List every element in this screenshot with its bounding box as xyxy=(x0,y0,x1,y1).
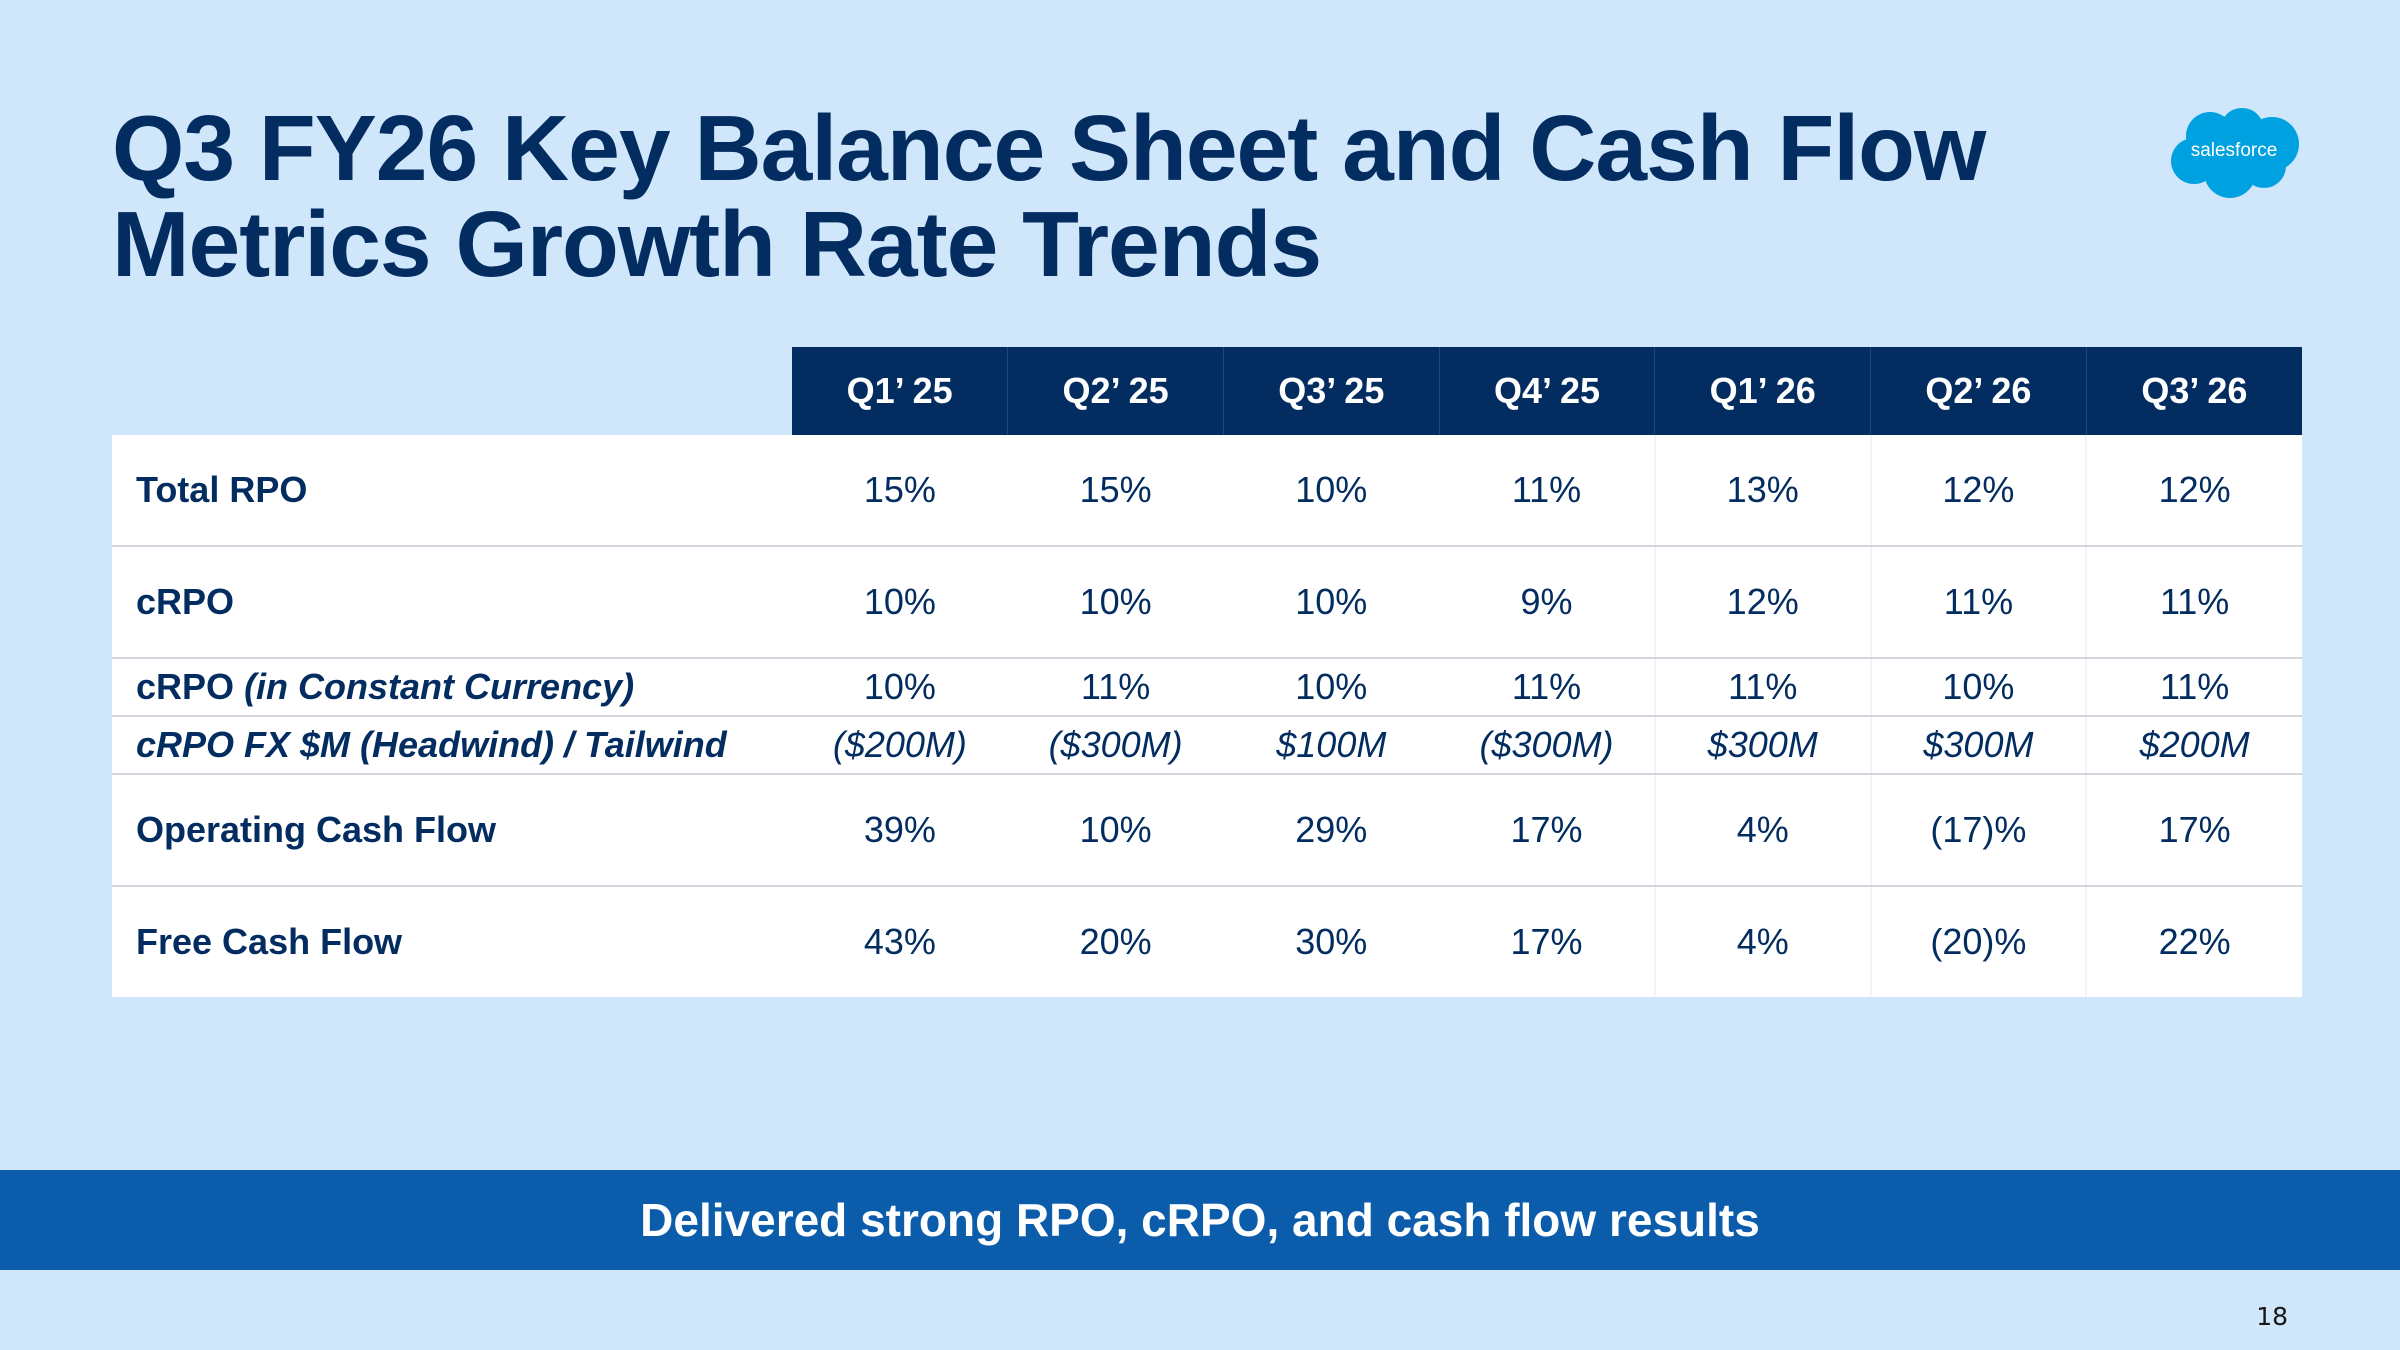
table-cell: 15% xyxy=(1007,435,1224,547)
table-row-operating-cash-flow: Operating Cash Flow 39% 10% 29% 17% 4% (… xyxy=(112,774,2302,887)
table-row-crpo: cRPO 10% 10% 10% 9% 12% 11% 11% xyxy=(112,546,2302,659)
table-cell: 4% xyxy=(1653,774,1871,887)
slide-title-line-1: Q3 FY26 Key Balance Sheet and Cash Flow xyxy=(112,96,1986,200)
table-cell: 43% xyxy=(792,886,1008,997)
table-cell: $300M xyxy=(1869,716,2087,775)
column-header-q3-26: Q3’ 26 xyxy=(2085,347,2302,435)
page-number: 18 xyxy=(2256,1302,2288,1331)
column-header-q1-26: Q1’ 26 xyxy=(1654,347,1871,435)
table-cell: $100M xyxy=(1223,716,1440,775)
table-cell: 17% xyxy=(2085,774,2302,887)
table-cell: $300M xyxy=(1653,716,1871,775)
table-corner-cell xyxy=(112,347,792,435)
table-header-row: Q1’ 25 Q2’ 25 Q3’ 25 Q4’ 25 Q1’ 26 Q2’ 2… xyxy=(112,347,2302,435)
row-label: Operating Cash Flow xyxy=(112,774,793,887)
table-cell: 22% xyxy=(2085,886,2302,997)
table-row-free-cash-flow: Free Cash Flow 43% 20% 30% 17% 4% (20)% … xyxy=(112,886,2302,997)
logo-wordmark: salesforce xyxy=(2191,140,2278,161)
column-header-q3-25: Q3’ 25 xyxy=(1222,347,1440,435)
table-cell: $200M xyxy=(2085,716,2302,775)
row-label: Total RPO xyxy=(112,435,793,547)
table-cell: 4% xyxy=(1653,886,1871,997)
table-cell: 10% xyxy=(1869,658,2087,717)
table-row-total-rpo: Total RPO 15% 15% 10% 11% 13% 12% 12% xyxy=(112,435,2302,547)
table-cell: 17% xyxy=(1439,886,1655,997)
summary-banner: Delivered strong RPO, cRPO, and cash flo… xyxy=(0,1170,2400,1270)
row-label-suffix: (in Constant Currency) xyxy=(244,666,635,707)
table-cell: 12% xyxy=(1653,546,1871,659)
table-cell: (17)% xyxy=(1869,774,2087,887)
table-cell: 17% xyxy=(1439,774,1655,887)
table-cell: 12% xyxy=(1869,435,2087,547)
column-header-q1-25: Q1’ 25 xyxy=(792,347,1008,435)
row-label: cRPO FX $M (Headwind) / Tailwind xyxy=(112,716,793,775)
row-label: cRPO xyxy=(112,546,793,659)
row-label-text: cRPO xyxy=(136,666,235,707)
table-cell: 11% xyxy=(1439,435,1655,547)
slide-title: Q3 FY26 Key Balance Sheet and Cash Flow … xyxy=(112,100,2062,292)
table-cell: 11% xyxy=(1007,658,1224,717)
table-cell: 20% xyxy=(1007,886,1224,997)
table-cell: 10% xyxy=(1223,435,1440,547)
table-cell: 30% xyxy=(1223,886,1440,997)
column-header-q2-26: Q2’ 26 xyxy=(1870,347,2087,435)
table-cell: 11% xyxy=(2085,658,2302,717)
column-header-q4-25: Q4’ 25 xyxy=(1438,347,1655,435)
row-label: Free Cash Flow xyxy=(112,886,793,997)
table-cell: 11% xyxy=(1869,546,2087,659)
table-cell: 9% xyxy=(1439,546,1655,659)
table-cell: 15% xyxy=(792,435,1008,547)
table-cell: 29% xyxy=(1223,774,1440,887)
table-cell: ($300M) xyxy=(1007,716,1224,775)
table-cell: 10% xyxy=(1007,774,1224,887)
table-cell: ($200M) xyxy=(792,716,1008,775)
table-cell: 13% xyxy=(1653,435,1871,547)
table-cell: 10% xyxy=(1007,546,1224,659)
table-cell: 11% xyxy=(2085,546,2302,659)
table-cell: 10% xyxy=(1223,658,1440,717)
table-cell: 11% xyxy=(1653,658,1871,717)
table-row-crpo-fx: cRPO FX $M (Headwind) / Tailwind ($200M)… xyxy=(112,716,2302,775)
row-label: cRPO (in Constant Currency) xyxy=(112,658,793,717)
table-cell: 10% xyxy=(1223,546,1440,659)
salesforce-logo: salesforce xyxy=(2171,108,2299,198)
column-header-q2-25: Q2’ 25 xyxy=(1007,347,1224,435)
table-cell: 10% xyxy=(792,546,1008,659)
table-cell: 39% xyxy=(792,774,1008,887)
table-cell: 12% xyxy=(2085,435,2302,547)
table-cell: 11% xyxy=(1439,658,1655,717)
table-cell: 10% xyxy=(792,658,1008,717)
table-cell: (20)% xyxy=(1869,886,2087,997)
slide-title-line-2: Metrics Growth Rate Trends xyxy=(112,192,1322,296)
table-row-crpo-constant-currency: cRPO (in Constant Currency) 10% 11% 10% … xyxy=(112,658,2302,717)
table-cell: ($300M) xyxy=(1439,716,1655,775)
metrics-table: Q1’ 25 Q2’ 25 Q3’ 25 Q4’ 25 Q1’ 26 Q2’ 2… xyxy=(112,347,2302,997)
